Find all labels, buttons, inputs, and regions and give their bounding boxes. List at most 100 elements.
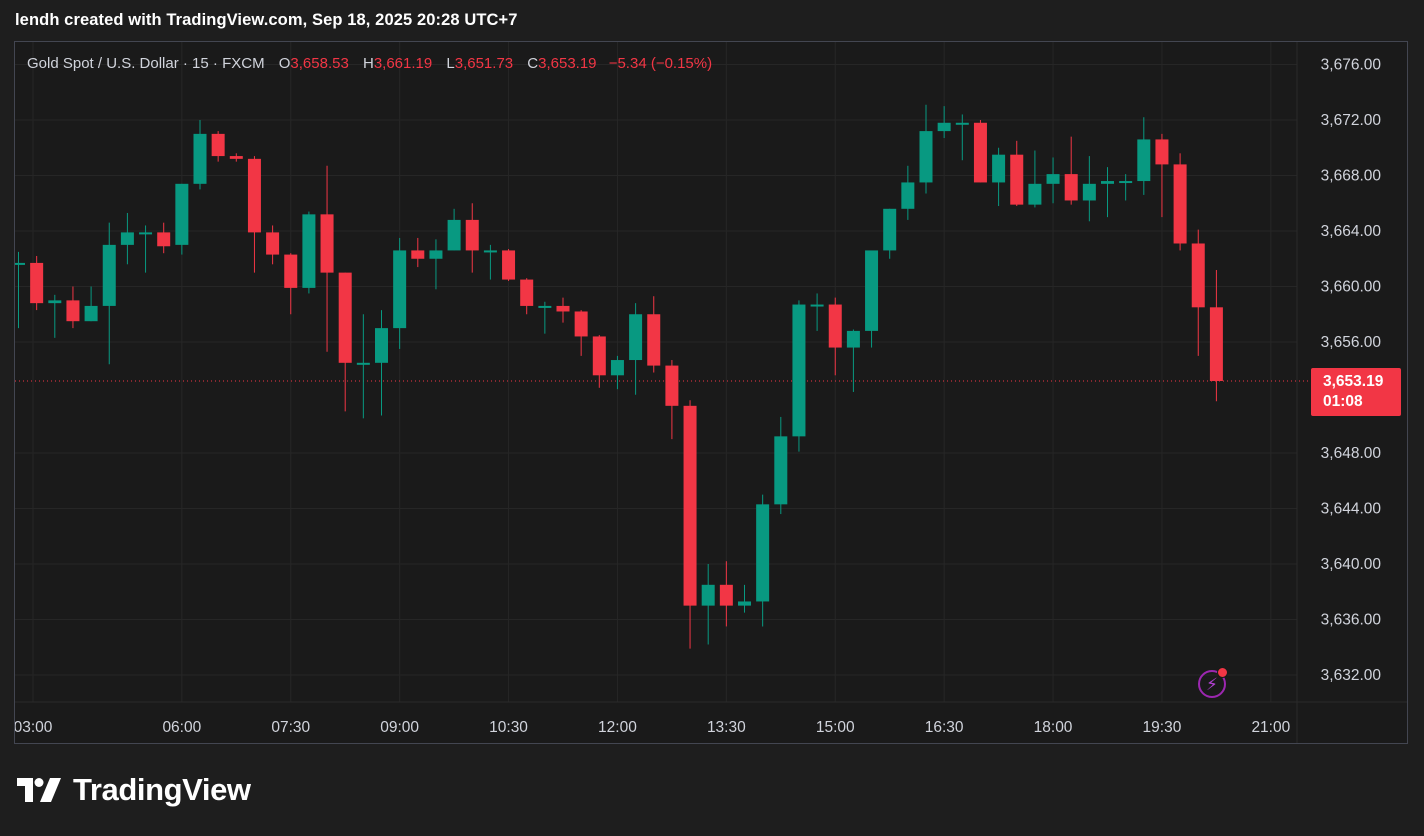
last-price: 3,653.19 — [1323, 373, 1384, 390]
candle-body[interactable] — [1209, 307, 1223, 381]
candle-body[interactable] — [1028, 183, 1042, 205]
candle-body[interactable] — [919, 131, 933, 183]
chart-caption: lendh created with TradingView.com, Sep … — [15, 11, 518, 29]
y-tick-label: 3,656.00 — [1321, 334, 1382, 351]
candle-body[interactable] — [211, 133, 225, 157]
candle-body[interactable] — [266, 232, 280, 255]
candle-body[interactable] — [175, 183, 189, 245]
candle-body[interactable] — [247, 158, 261, 233]
x-tick-label: 19:30 — [1143, 719, 1182, 736]
candle-body[interactable] — [973, 122, 987, 183]
candle-body[interactable] — [483, 250, 497, 253]
notification-dot — [1217, 667, 1228, 678]
candle-body[interactable] — [538, 305, 552, 308]
candle-body[interactable] — [810, 304, 824, 307]
candle-body[interactable] — [792, 304, 806, 437]
high-value: 3,661.19 — [373, 55, 433, 72]
x-tick-label: 21:00 — [1251, 719, 1290, 736]
y-tick-label: 3,648.00 — [1321, 445, 1382, 462]
x-tick-label: 15:00 — [816, 719, 855, 736]
candle-body[interactable] — [84, 305, 98, 322]
candle-body[interactable] — [30, 262, 44, 304]
y-tick-label: 3,664.00 — [1321, 223, 1382, 240]
candle-body[interactable] — [338, 272, 352, 363]
x-tick-label: 16:30 — [925, 719, 964, 736]
candle-body[interactable] — [1155, 139, 1169, 165]
candle-body[interactable] — [883, 208, 897, 251]
candle-body[interactable] — [592, 336, 606, 376]
symbol-title: Gold Spot / U.S. Dollar · 15 · FXCM — [27, 55, 265, 72]
symbol-legend[interactable]: Gold Spot / U.S. Dollar · 15 · FXCM O 3,6… — [27, 55, 712, 72]
candle-body[interactable] — [66, 300, 80, 322]
low-value: 3,651.73 — [454, 55, 514, 72]
candle-body[interactable] — [647, 314, 661, 366]
candle-body[interactable] — [774, 436, 788, 505]
x-tick-label: 07:30 — [271, 719, 310, 736]
y-tick-label: 3,644.00 — [1321, 501, 1382, 518]
candle-body[interactable] — [629, 314, 643, 361]
y-tick-label: 3,668.00 — [1321, 168, 1382, 185]
candle-body[interactable] — [828, 304, 842, 348]
candle-body[interactable] — [302, 214, 316, 288]
candle-body[interactable] — [574, 311, 588, 337]
candle-body[interactable] — [356, 362, 370, 365]
candle-body[interactable] — [157, 232, 171, 247]
candlestick-chart[interactable]: 3,676.00 3,672.00 3,668.00 3,664.00 3,660.00… — [15, 42, 1407, 743]
candle-body[interactable] — [719, 584, 733, 606]
candle-body[interactable] — [901, 182, 915, 209]
close-value: 3,653.19 — [538, 55, 597, 72]
candle-body[interactable] — [375, 328, 388, 363]
high-label: H — [362, 55, 374, 72]
candle-body[interactable] — [683, 405, 697, 606]
candle-body[interactable] — [502, 250, 516, 280]
candle-body[interactable] — [1191, 243, 1205, 308]
last-price-tag: 3,653.19 01:08 — [1311, 368, 1401, 416]
y-tick-label: 3,676.00 — [1321, 57, 1382, 74]
candle-body[interactable] — [193, 133, 207, 184]
candle-body[interactable] — [48, 300, 62, 304]
candle-body[interactable] — [1119, 181, 1133, 184]
lightning-bolt-icon[interactable]: ⚡ — [1198, 667, 1228, 698]
candle-body[interactable] — [1173, 164, 1187, 244]
candle-body[interactable] — [447, 219, 461, 251]
candle-body[interactable] — [556, 305, 570, 312]
candle-body[interactable] — [120, 232, 134, 245]
candle-body[interactable] — [1064, 174, 1078, 201]
y-tick-label: 3,636.00 — [1321, 612, 1382, 629]
candle-body[interactable] — [865, 250, 879, 331]
candle-body[interactable] — [411, 250, 425, 259]
candle-body[interactable] — [665, 365, 679, 406]
chart-panel[interactable]: 3,676.00 3,672.00 3,668.00 3,664.00 3,660.00… — [14, 41, 1408, 744]
candle-body[interactable] — [1082, 183, 1096, 201]
candle-body[interactable] — [520, 279, 534, 306]
candle-body[interactable] — [229, 156, 243, 159]
candle-body[interactable] — [1010, 154, 1024, 205]
candle-body[interactable] — [1137, 139, 1151, 182]
candle-body[interactable] — [393, 250, 407, 329]
candle-body[interactable] — [701, 584, 715, 606]
candle-body[interactable] — [15, 262, 25, 265]
candle-body[interactable] — [992, 154, 1006, 183]
candle-body[interactable] — [429, 250, 443, 259]
candle-body[interactable] — [756, 504, 770, 602]
candle-body[interactable] — [738, 601, 751, 606]
x-tick-label: 10:30 — [489, 719, 528, 736]
candle-body[interactable] — [284, 254, 298, 288]
candle-body[interactable] — [102, 244, 116, 306]
x-tick-label: 12:00 — [598, 719, 637, 736]
open-label: O — [278, 55, 291, 72]
candle-body[interactable] — [139, 232, 153, 235]
candle-body[interactable] — [320, 214, 334, 273]
candle-body[interactable] — [610, 360, 624, 376]
low-label: L — [446, 55, 455, 72]
candle-body[interactable] — [846, 330, 860, 348]
candle-body[interactable] — [1046, 174, 1060, 184]
candle-body[interactable] — [955, 122, 969, 125]
candle-body[interactable] — [1101, 181, 1114, 184]
x-tick-label: 13:30 — [707, 719, 746, 736]
x-tick-label: 03:00 — [15, 719, 53, 736]
candle-body[interactable] — [465, 219, 479, 251]
candle-body[interactable] — [937, 122, 951, 132]
y-tick-label: 3,640.00 — [1321, 556, 1382, 573]
bar-countdown: 01:08 — [1323, 393, 1363, 410]
